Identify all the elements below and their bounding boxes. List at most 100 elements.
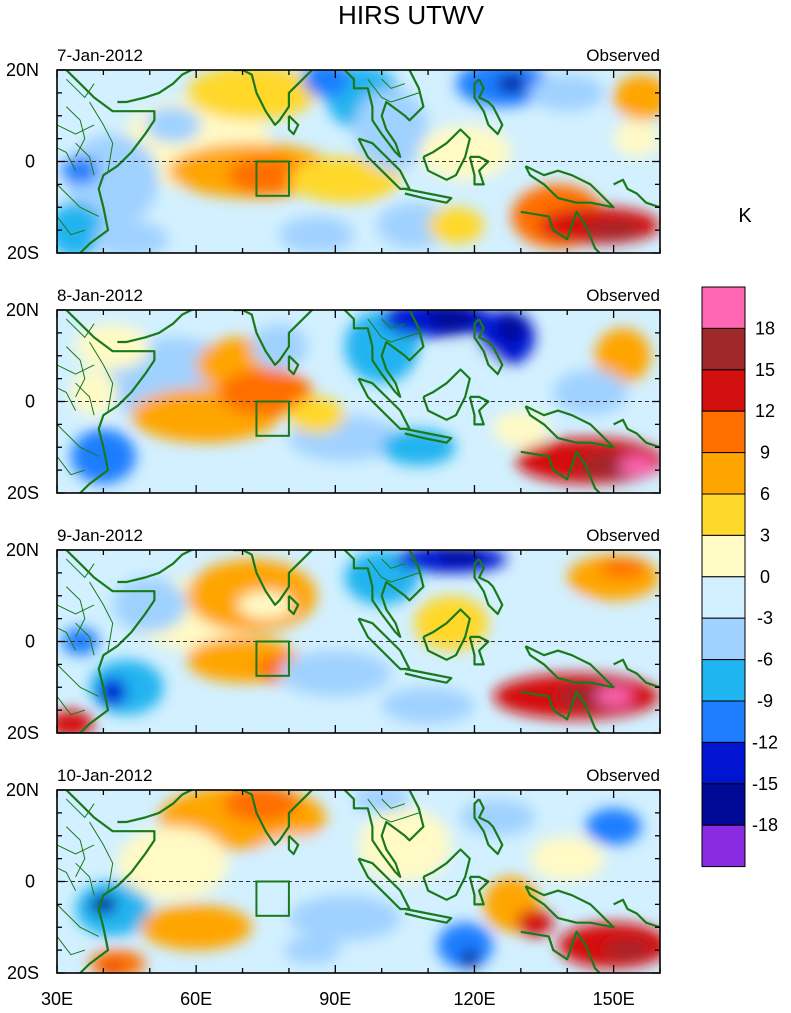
anomaly-blob <box>530 74 605 112</box>
anomaly-blob <box>497 74 526 93</box>
lat-label: 20S <box>7 963 39 983</box>
border <box>367 798 419 823</box>
coastline <box>65 70 156 253</box>
coastline <box>404 907 453 924</box>
anomaly-blob <box>70 428 136 484</box>
anomaly-blob <box>381 687 475 724</box>
coastline <box>613 178 660 209</box>
colorbar-level-label: -18 <box>752 815 778 835</box>
border <box>57 216 85 236</box>
anomaly-blob <box>237 591 294 619</box>
colorbar-swatch <box>701 659 746 702</box>
anomaly-blob <box>288 396 345 434</box>
coastline <box>343 550 425 638</box>
border <box>57 124 95 135</box>
anomaly-blob <box>460 799 535 836</box>
border <box>57 604 95 615</box>
figure-title: HIRS UTWV <box>338 0 485 30</box>
anomaly-blob <box>613 74 660 121</box>
anomaly-field <box>57 310 660 493</box>
coastline <box>117 790 192 824</box>
country-borders <box>57 798 419 956</box>
lat-label: 20N <box>6 300 39 320</box>
anomaly-blob <box>70 369 118 416</box>
colorbar-level-label: -12 <box>752 732 778 752</box>
anomaly-blob <box>553 369 628 416</box>
colorbar-swatch <box>701 824 746 868</box>
colorbar-swatch <box>701 534 746 578</box>
anomaly-blob <box>279 650 391 697</box>
coastline <box>520 930 601 973</box>
anomaly-blob <box>428 310 475 333</box>
coastlines <box>65 310 660 493</box>
coastline <box>473 78 504 136</box>
border <box>65 826 86 878</box>
anomaly-blob <box>604 940 651 960</box>
coastline <box>65 550 156 733</box>
coastline <box>468 635 490 666</box>
coastline <box>473 318 504 376</box>
region-box <box>255 160 290 197</box>
colorbar-level-label: 6 <box>760 484 770 504</box>
anomaly-blob <box>94 220 169 253</box>
lon-label: 150E <box>593 989 635 1009</box>
coastline <box>474 310 477 311</box>
coastline <box>404 667 453 684</box>
anomaly-blob <box>103 963 122 973</box>
lat-label: 20N <box>6 60 39 80</box>
anomaly-blob <box>418 124 512 180</box>
anomaly-blob <box>279 216 354 253</box>
coastline <box>474 790 477 791</box>
country-borders <box>57 318 419 476</box>
coastline <box>343 790 425 878</box>
panel-ticks <box>56 789 661 974</box>
coastline <box>524 405 615 449</box>
coastline <box>613 898 660 929</box>
border <box>57 364 95 375</box>
border <box>57 627 77 651</box>
anomaly-blob <box>251 323 308 370</box>
border <box>57 184 99 217</box>
anomaly-blob <box>302 70 350 98</box>
border <box>367 78 419 103</box>
anomaly-blob <box>595 328 651 384</box>
border <box>57 147 77 171</box>
anomaly-blob <box>437 922 494 969</box>
border <box>57 664 99 697</box>
anomaly-blob <box>493 410 549 448</box>
anomaly-blob <box>112 577 187 633</box>
coastline <box>468 395 490 426</box>
anomaly-blob <box>75 323 150 370</box>
anomaly-blob <box>353 88 429 171</box>
border <box>367 318 419 343</box>
border <box>57 904 99 937</box>
coastline <box>117 550 192 584</box>
colorbar-swatch <box>701 576 746 619</box>
border <box>57 844 95 855</box>
anomaly-blob <box>140 904 252 951</box>
anomaly-blob <box>520 595 596 642</box>
anomaly-blob <box>186 70 317 121</box>
map-panel: 8-Jan-2012 Observed 20N 0 20S <box>6 286 661 503</box>
lat-label: 20S <box>7 483 39 503</box>
coastline <box>65 310 156 493</box>
lat-label: 0 <box>25 632 35 652</box>
coastline <box>422 128 471 181</box>
anomaly-blob <box>595 687 633 706</box>
colorbar-level-label: 9 <box>760 443 770 463</box>
coastline <box>233 310 313 366</box>
anomaly-blob <box>497 314 526 343</box>
border <box>57 424 99 457</box>
border <box>89 341 114 411</box>
colorbar-swatch <box>701 617 746 661</box>
anomaly-blob <box>377 202 452 249</box>
lat-label: 0 <box>25 392 35 412</box>
colorbar-swatch <box>701 493 746 536</box>
coastline <box>524 645 615 689</box>
lon-label: 90E <box>319 989 351 1009</box>
colorbar: 18 15 12 9 6 3 0 -3 -6 -9 -12 -15 -18 <box>701 286 778 868</box>
lat-label: 0 <box>25 872 35 892</box>
coastline <box>520 690 601 733</box>
border <box>367 558 419 583</box>
coastline <box>287 595 300 616</box>
